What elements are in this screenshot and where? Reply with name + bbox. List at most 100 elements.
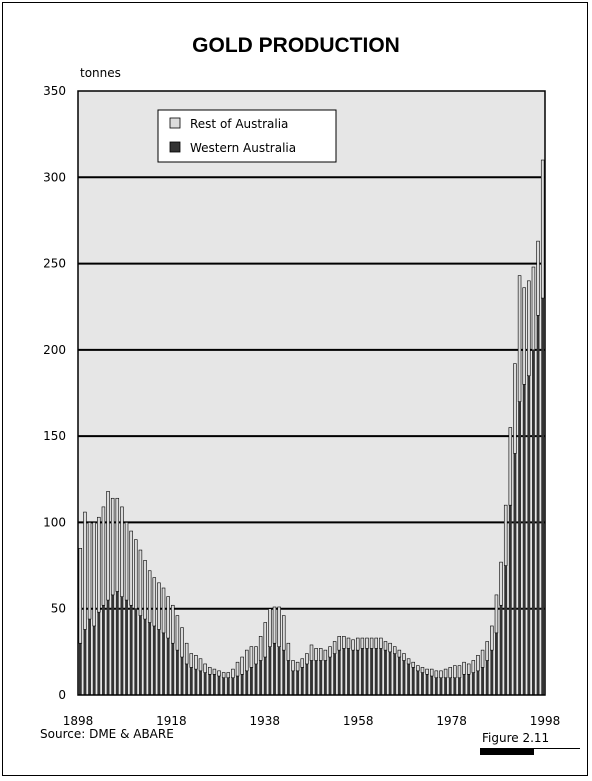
bar-western-australia-1998 [541,298,545,695]
bar-western-australia-1911 [138,615,142,695]
bar-rest-of-australia-1982 [466,663,471,675]
bar-rest-of-australia-1954 [337,636,341,651]
bar-western-australia-1936 [254,663,258,695]
bar-western-australia-1997 [536,315,540,695]
bar-western-australia-1926 [208,674,212,695]
bar-western-australia-1985 [481,667,485,695]
bar-rest-of-australia-1979 [453,665,457,679]
bar-western-australia-1973 [425,674,429,695]
bar-rest-of-australia-1933 [240,656,244,675]
bar-western-australia-1931 [231,677,235,695]
bar-western-australia-1901 [92,625,96,695]
bar-rest-of-australia-1955 [342,636,346,649]
bar-western-australia-1986 [485,660,489,695]
y-tick-label-0: 0 [58,688,66,702]
bar-rest-of-australia-1917 [166,596,170,639]
bar-rest-of-australia-1943 [286,642,291,661]
bar-rest-of-australia-1992 [513,363,517,454]
bar-western-australia-1940 [273,643,276,695]
bar-rest-of-australia-1931 [231,668,235,679]
bar-rest-of-australia-1946 [300,658,304,668]
bar-rest-of-australia-1950 [319,648,323,661]
y-tick-label-100: 100 [43,515,66,529]
bar-rest-of-australia-1978 [448,667,452,679]
bar-rest-of-australia-1938 [263,622,267,658]
bar-rest-of-australia-1956 [346,637,351,649]
bar-western-australia-1914 [152,625,156,695]
bar-rest-of-australia-1948 [309,644,314,661]
bar-rest-of-australia-1910 [134,539,138,610]
bar-rest-of-australia-1984 [476,655,480,672]
bar-western-australia-1910 [134,608,138,695]
x-tick-label-1918: 1918 [156,714,187,728]
bar-rest-of-australia-1964 [383,641,388,651]
bar-rest-of-australia-1998 [540,159,545,299]
bar-rest-of-australia-1970 [411,661,415,668]
bar-western-australia-1950 [319,660,323,695]
bar-western-australia-1921 [185,663,189,695]
bar-western-australia-1906 [115,591,119,695]
bar-western-australia-1947 [305,663,309,695]
bar-western-australia-1922 [189,667,193,695]
bar-western-australia-1989 [499,605,503,695]
bar-rest-of-australia-1997 [536,240,540,316]
bar-rest-of-australia-1923 [194,655,198,670]
bar-rest-of-australia-1993 [517,275,522,402]
bar-western-australia-1927 [212,674,216,695]
x-tick-label-1938: 1938 [250,714,281,728]
bar-rest-of-australia-1907 [120,506,124,597]
bar-rest-of-australia-1904 [106,491,110,601]
bar-western-australia-1935 [249,667,253,695]
bar-western-australia-1976 [439,677,443,695]
bar-rest-of-australia-1989 [499,561,503,606]
bar-western-australia-1917 [166,638,170,695]
bar-western-australia-1990 [504,565,508,695]
bar-rest-of-australia-1905 [110,497,115,596]
bar-rest-of-australia-1940 [272,606,277,644]
bar-western-australia-1928 [217,676,221,695]
bar-rest-of-australia-1937 [258,636,263,661]
bar-rest-of-australia-1968 [402,653,406,661]
bar-western-australia-1937 [259,660,263,695]
bar-rest-of-australia-1973 [425,668,429,675]
x-tick-label-1958: 1958 [343,714,374,728]
bar-western-australia-1951 [323,660,327,695]
bar-rest-of-australia-1976 [439,670,443,679]
bar-western-australia-1954 [337,650,341,695]
bar-western-australia-1939 [268,646,272,695]
bar-rest-of-australia-1945 [295,661,300,672]
bar-western-australia-1995 [527,375,531,695]
bar-western-australia-1965 [388,651,392,695]
bar-rest-of-australia-1929 [221,672,226,679]
bar-western-australia-1987 [490,650,494,695]
bar-western-australia-1992 [513,453,517,695]
bar-western-australia-1960 [365,648,369,695]
bar-rest-of-australia-1996 [531,266,536,351]
bar-rest-of-australia-1898 [78,548,83,644]
bar-rest-of-australia-1911 [138,549,143,616]
bar-rest-of-australia-1902 [97,516,101,613]
bar-western-australia-1945 [296,670,300,695]
bar-rest-of-australia-1925 [203,663,207,673]
bar-western-australia-1962 [374,648,378,695]
bar-rest-of-australia-1939 [268,608,272,647]
bar-western-australia-1980 [458,677,461,695]
bar-western-australia-1974 [430,676,434,695]
bar-western-australia-1924 [199,670,202,695]
source-note: Source: DME & ABARE [40,727,174,741]
bar-western-australia-1979 [453,677,457,695]
bar-western-australia-1934 [245,670,249,695]
bar-rest-of-australia-1991 [508,427,513,506]
bar-western-australia-1964 [384,650,387,695]
bar-western-australia-1966 [393,653,397,695]
bar-western-australia-1933 [240,674,244,695]
bar-rest-of-australia-1936 [254,646,258,665]
plot-border [77,90,546,696]
bar-western-australia-1904 [106,600,110,695]
bar-western-australia-1932 [236,676,239,695]
bar-rest-of-australia-1951 [323,649,328,661]
bar-rest-of-australia-1952 [328,646,332,658]
bar-western-australia-1996 [532,349,535,695]
bar-rest-of-australia-1987 [490,625,494,651]
bar-western-australia-1955 [342,648,346,695]
